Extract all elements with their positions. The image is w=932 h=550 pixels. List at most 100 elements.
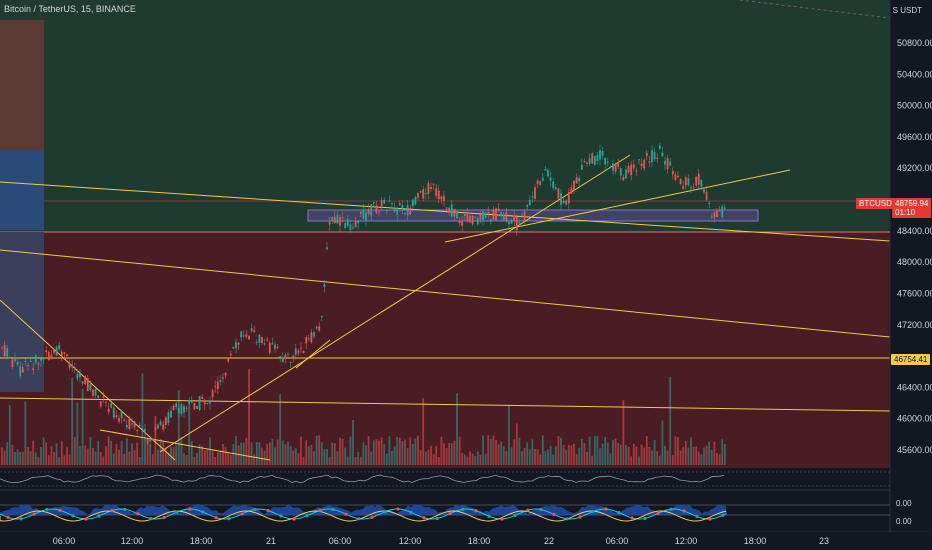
price-axis-label: 50800.00: [897, 38, 932, 48]
candle-body: [372, 202, 375, 204]
volume-bar: [437, 456, 440, 465]
volume-bar: [604, 436, 607, 465]
trendline-short: [295, 339, 331, 369]
volume-bar: [562, 444, 565, 465]
candle-body: [492, 209, 495, 220]
osc2-slow-line: [0, 510, 727, 522]
osc2-cross-dot: [253, 507, 257, 511]
volume-bar: [107, 436, 110, 465]
volume-bar: [703, 447, 705, 465]
volume-bar: [1, 447, 3, 465]
volume-bar: [284, 444, 287, 465]
trendline-rising-right: [444, 169, 791, 243]
btc-price-value: 48759.94: [895, 199, 929, 208]
volume-bar: [305, 440, 308, 465]
candle-body: [365, 212, 367, 222]
volume-bar: [206, 449, 209, 465]
volume-bar: [552, 454, 555, 465]
candle-body: [560, 193, 562, 205]
volume-bar: [367, 436, 370, 465]
osc2-cross-dot: [708, 517, 712, 521]
volume-bar: [66, 447, 68, 465]
volume-bar: [479, 454, 482, 465]
volume-bar: [398, 437, 401, 465]
candle-body: [690, 187, 692, 189]
volume-bar: [515, 423, 518, 465]
candle-body: [586, 162, 588, 164]
candle-body: [406, 205, 409, 216]
candle-body: [521, 214, 523, 216]
volume-bar: [617, 442, 620, 465]
volume-bar: [318, 435, 321, 465]
volume-bar: [567, 445, 570, 465]
candle-body: [651, 150, 653, 162]
candle-body: [359, 211, 362, 214]
volume-bar: [349, 436, 352, 465]
volume-bar: [489, 439, 492, 465]
volume-bar: [396, 436, 399, 465]
volume-bar: [692, 446, 695, 465]
volume-bar: [281, 440, 284, 465]
candle-body: [640, 163, 643, 167]
osc2-cross-dot: [396, 507, 400, 511]
osc2-cross-dot: [32, 512, 36, 516]
osc2-cross-dot: [214, 515, 218, 520]
volume-bar: [352, 420, 354, 465]
volume-bar: [276, 439, 279, 465]
volume-bar: [370, 451, 373, 465]
volume-bar: [541, 435, 544, 465]
candle-body: [297, 350, 300, 354]
volume-bar: [357, 451, 360, 465]
volume-bar: [240, 442, 243, 465]
candle-body: [289, 362, 292, 364]
candle-body: [385, 210, 388, 212]
osc2-area: [0, 504, 727, 515]
volume-bar: [8, 405, 11, 465]
candle-body: [635, 170, 638, 172]
symbol-title[interactable]: Bitcoin / TetherUS, 15, BINANCE: [4, 4, 136, 14]
time-axis-label: 22: [544, 536, 554, 546]
volume-bar: [378, 440, 380, 465]
candle-body: [528, 199, 531, 206]
time-axis-label: 23: [819, 536, 829, 546]
price-axis-label: 50400.00: [897, 69, 932, 79]
volume-profile-top: [0, 20, 44, 150]
candle-body: [664, 160, 666, 165]
volume-bar: [97, 440, 100, 465]
candle-body: [149, 437, 152, 442]
volume-bar: [601, 443, 604, 465]
volume-bar: [648, 446, 651, 465]
candle-body: [276, 347, 279, 349]
osc2-cross-dot: [84, 517, 88, 521]
osc2-cross-dot: [682, 509, 686, 513]
volume-bar: [102, 456, 105, 465]
candle-body: [177, 407, 180, 413]
volume-bar: [172, 447, 175, 465]
candle-body: [609, 166, 612, 168]
candle-body: [489, 218, 492, 222]
candle-body: [34, 355, 37, 363]
candle-body: [16, 362, 19, 365]
volume-bar: [68, 454, 71, 465]
volume-bar: [115, 444, 118, 465]
volume-bar: [315, 435, 318, 465]
candle-body: [167, 412, 170, 424]
candle-body: [515, 216, 518, 231]
candle-body: [102, 396, 105, 398]
candle-body: [370, 204, 373, 216]
volume-bar: [456, 393, 458, 465]
price-axis-label: 47200.00: [897, 320, 932, 330]
volume-bar: [487, 435, 490, 465]
candle-body: [68, 362, 71, 368]
candle-body: [443, 195, 445, 201]
volume-bar: [162, 440, 165, 465]
candle-body: [638, 159, 640, 161]
volume-bar: [354, 456, 357, 465]
volume-bar: [643, 447, 646, 465]
candle-body: [76, 373, 79, 379]
volume-bar: [606, 442, 609, 465]
volume-bar: [58, 456, 61, 465]
candle-body: [235, 342, 237, 349]
candle-body: [583, 161, 586, 163]
